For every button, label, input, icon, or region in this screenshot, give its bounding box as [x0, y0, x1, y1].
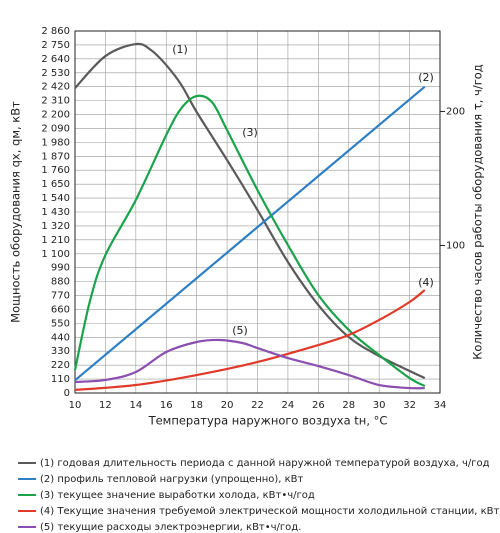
legend-label: (5) текущие расходы электроэнергии, кВт•…	[40, 522, 301, 533]
y-tick-label: 1 320	[41, 221, 70, 232]
y-tick-label: 1 210	[41, 235, 70, 246]
y-tick-label: 990	[51, 263, 70, 274]
y-tick-label: 2 530	[41, 68, 70, 79]
plot-frame	[74, 30, 441, 394]
y-tick-label: 2 200	[41, 110, 70, 121]
y-tick-label: 2 860	[41, 26, 70, 37]
x-tick-label: 14	[129, 400, 142, 411]
y-tick-label: 2 090	[41, 123, 70, 134]
y-tick-label: 880	[51, 277, 70, 288]
legend-label: (3) текущее значение выработки холода, к…	[40, 490, 315, 501]
series-line	[73, 94, 426, 388]
legend-label: (4) Текущие значения требуемой электриче…	[40, 506, 499, 517]
x-axis-label: Температура наружного воздуха tн, °С	[148, 414, 388, 428]
series-tag: (1)	[172, 43, 188, 56]
series-line	[74, 85, 426, 382]
x-tick-label: 22	[251, 400, 264, 411]
x-tick-label: 26	[312, 400, 325, 411]
x-tick-label: 30	[373, 400, 386, 411]
series-tag: (2)	[418, 71, 434, 84]
series-line	[74, 289, 426, 392]
series-tag: (5)	[232, 324, 248, 337]
y-tick-label: 220	[51, 360, 70, 371]
y-tick-label: 1 540	[41, 193, 70, 204]
y-tick-label: 2 310	[41, 96, 70, 107]
y-tick-label: 1 430	[41, 207, 70, 218]
y-tick-label: 440	[51, 332, 70, 343]
y2-tick-label: 100	[446, 241, 465, 252]
y-tick-label: 1 870	[41, 151, 70, 162]
y-tick-label: 1 650	[41, 179, 70, 190]
y-axis-label: Мощность оборудования qх, qм, кВт	[9, 101, 23, 323]
series-tag: (4)	[418, 276, 434, 289]
y2-tick-label: 200	[446, 106, 465, 117]
x-tick-label: 34	[434, 400, 447, 411]
x-tick-label: 16	[160, 400, 173, 411]
x-tick-label: 24	[282, 400, 295, 411]
x-tick-label: 10	[69, 400, 82, 411]
legend-label: (2) профиль тепловой нагрузки (упрощенно…	[40, 474, 304, 485]
x-tick-label: 32	[403, 400, 416, 411]
y2-axis-label: Количество часов работы оборудования τ, …	[471, 64, 485, 360]
y-tick-label: 660	[51, 304, 70, 315]
y-tick-label: 1 100	[41, 249, 70, 260]
y-tick-label: 550	[51, 318, 70, 329]
y-tick-label: 0	[64, 388, 70, 399]
x-tick-label: 12	[99, 400, 112, 411]
y-tick-label: 110	[51, 374, 70, 385]
series-line	[74, 338, 425, 390]
x-tick-label: 20	[221, 400, 234, 411]
y-tick-label: 2 420	[41, 82, 70, 93]
series-line	[74, 42, 426, 380]
x-tick-label: 18	[190, 400, 203, 411]
y-tick-label: 1 760	[41, 165, 70, 176]
y-tick-label: 330	[51, 346, 70, 357]
series-tag: (3)	[242, 126, 258, 139]
y-tick-label: 1 980	[41, 137, 70, 148]
y-tick-label: 2 750	[41, 40, 70, 51]
y-tick-label: 2 640	[41, 54, 70, 65]
legend-label: (1) годовая длительность периода с данно…	[40, 458, 490, 469]
x-tick-label: 28	[342, 400, 355, 411]
y-tick-label: 770	[51, 291, 70, 302]
